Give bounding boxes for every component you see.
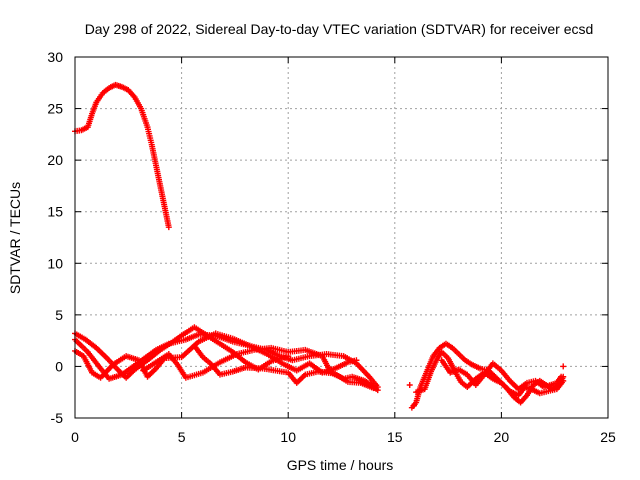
data-point <box>560 363 567 370</box>
data-point <box>406 381 413 388</box>
y-tick-label: 30 <box>47 49 63 65</box>
y-tick-label: 10 <box>47 255 63 271</box>
data-series <box>72 81 567 411</box>
y-tick-label: 0 <box>55 358 63 374</box>
x-tick-label: 15 <box>387 429 403 445</box>
series-5 <box>140 344 381 394</box>
chart-title: Day 298 of 2022, Sidereal Day-to-day VTE… <box>85 21 594 37</box>
data-point <box>353 357 360 364</box>
plot-frame <box>74 56 609 419</box>
y-axis-label: SDTVAR / TECUs <box>7 182 23 294</box>
series-9 <box>406 363 567 409</box>
series-0 <box>72 81 172 231</box>
y-tick-label: 25 <box>47 101 63 117</box>
x-axis-label: GPS time / hours <box>287 457 394 473</box>
x-tick-label: 20 <box>494 429 510 445</box>
y-tick-label: -5 <box>51 410 64 426</box>
x-tick-label: 10 <box>280 429 296 445</box>
data-point <box>560 377 567 384</box>
data-point <box>410 402 417 409</box>
y-tick-label: 20 <box>47 152 63 168</box>
data-point <box>374 387 381 394</box>
x-tick-label: 5 <box>178 429 186 445</box>
series-8 <box>438 357 565 393</box>
y-tick-label: 5 <box>55 307 63 323</box>
x-tick-label: 0 <box>71 429 79 445</box>
y-tick-label: 15 <box>47 204 63 220</box>
data-point <box>558 373 565 380</box>
series-7 <box>413 348 567 399</box>
data-point <box>165 224 172 231</box>
x-tick-label: 25 <box>600 429 616 445</box>
axis-ticks: 0 5 10 15 20 25 -5 0 5 10 15 20 25 30 <box>47 49 616 445</box>
